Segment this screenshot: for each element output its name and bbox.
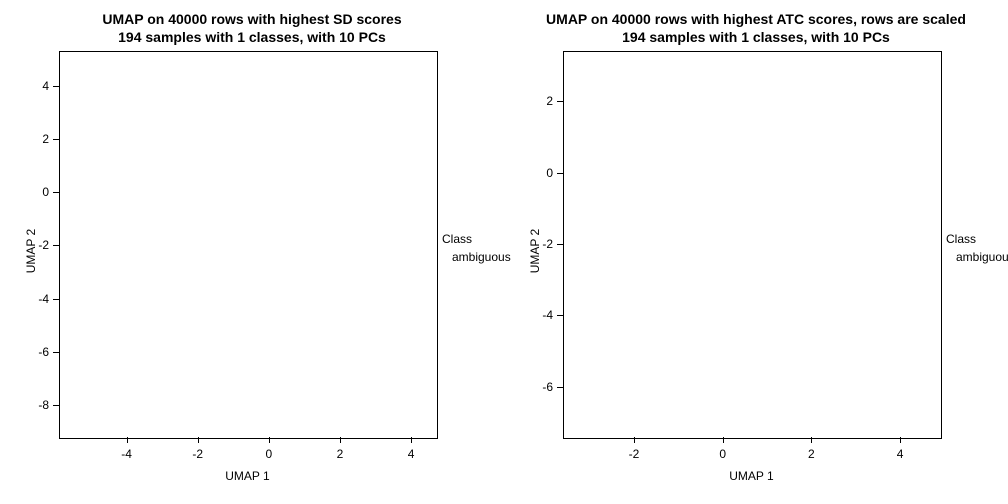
y-axis-label: UMAP 2 <box>528 229 542 273</box>
left-title: UMAP on 40000 rows with highest SD score… <box>0 10 504 46</box>
right-title: UMAP on 40000 rows with highest ATC scor… <box>504 10 1008 46</box>
y-tick <box>53 192 59 193</box>
x-axis-label: UMAP 1 <box>563 469 940 483</box>
y-tick-label: -4 <box>533 308 553 322</box>
y-tick <box>53 352 59 353</box>
legend-item: ambiguous <box>452 250 511 264</box>
x-tick <box>127 437 128 443</box>
y-tick <box>557 101 563 102</box>
x-tick-label: -2 <box>629 447 640 461</box>
y-tick <box>53 405 59 406</box>
left-title-line2: 194 samples with 1 classes, with 10 PCs <box>118 29 386 45</box>
y-tick <box>557 173 563 174</box>
y-tick-label: -8 <box>29 398 49 412</box>
left-panel: UMAP on 40000 rows with highest SD score… <box>0 0 504 504</box>
y-tick <box>557 387 563 388</box>
x-tick-label: 0 <box>265 447 272 461</box>
x-axis-label: UMAP 1 <box>59 469 436 483</box>
y-tick-label: 0 <box>29 185 49 199</box>
legend-title: Class <box>946 232 976 246</box>
x-tick <box>634 437 635 443</box>
legend-title: Class <box>442 232 472 246</box>
x-tick-label: 0 <box>719 447 726 461</box>
x-tick <box>811 437 812 443</box>
y-tick <box>53 299 59 300</box>
x-tick-label: 2 <box>808 447 815 461</box>
y-tick-label: -4 <box>29 292 49 306</box>
y-axis-label: UMAP 2 <box>24 229 38 273</box>
x-tick-label: 4 <box>408 447 415 461</box>
y-tick <box>53 245 59 246</box>
x-tick <box>900 437 901 443</box>
y-tick <box>53 86 59 87</box>
legend-item: ambiguous <box>956 250 1008 264</box>
y-tick-label: 4 <box>29 79 49 93</box>
y-tick-label: -6 <box>533 380 553 394</box>
x-tick <box>723 437 724 443</box>
right-panel: UMAP on 40000 rows with highest ATC scor… <box>504 0 1008 504</box>
right-title-line2: 194 samples with 1 classes, with 10 PCs <box>622 29 890 45</box>
x-tick-label: 4 <box>897 447 904 461</box>
right-plot-area <box>563 51 942 439</box>
y-tick-label: 2 <box>29 132 49 146</box>
y-tick <box>557 315 563 316</box>
left-plot-area <box>59 51 438 439</box>
x-tick-label: -2 <box>192 447 203 461</box>
y-tick-label: 2 <box>533 94 553 108</box>
x-tick <box>411 437 412 443</box>
right-title-line1: UMAP on 40000 rows with highest ATC scor… <box>546 11 966 27</box>
y-tick-label: 0 <box>533 166 553 180</box>
x-tick-label: -4 <box>121 447 132 461</box>
left-title-line1: UMAP on 40000 rows with highest SD score… <box>102 11 401 27</box>
x-tick <box>340 437 341 443</box>
y-tick <box>557 244 563 245</box>
x-tick <box>198 437 199 443</box>
y-tick <box>53 139 59 140</box>
x-tick <box>269 437 270 443</box>
x-tick-label: 2 <box>337 447 344 461</box>
y-tick-label: -6 <box>29 345 49 359</box>
